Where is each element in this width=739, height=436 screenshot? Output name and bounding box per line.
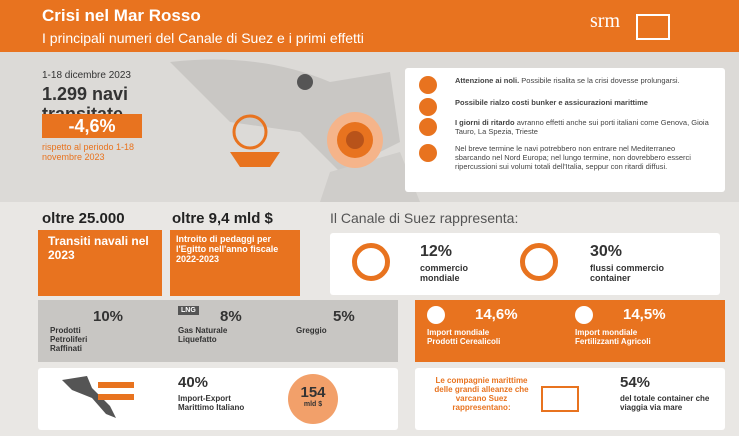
note: Possibile rialzo costi bunker e assicura…	[455, 98, 710, 107]
share-label: flussi commercio container	[590, 263, 700, 283]
alliances-value: 54%	[620, 374, 650, 391]
note-icon	[419, 118, 437, 136]
energy-value: 5%	[333, 308, 355, 325]
note-bold: I giorni di ritardo	[455, 118, 515, 127]
amount-unit: mld $	[288, 401, 338, 408]
italy-label: Import-Export Marittimo Italiano	[178, 394, 268, 412]
share-value: 30%	[590, 243, 622, 261]
agri-label: Import mondiale Prodotti Cerealicoli	[427, 328, 507, 346]
amount: 154	[288, 384, 338, 401]
container-icon	[541, 386, 579, 412]
lng-icon: LNG	[178, 306, 199, 315]
total-label: Transiti navali nel 2023	[38, 230, 162, 296]
agri-box: 14,6% Import mondiale Prodotti Cerealico…	[415, 300, 725, 362]
total-value: oltre 9,4 mld $	[172, 210, 273, 227]
amount-circle: 154 mld $	[288, 374, 338, 424]
note-bold: Attenzione ai noli.	[455, 76, 519, 85]
alliances-box: Le compagnie marittime delle grandi alle…	[415, 368, 725, 430]
italy-box: 40% Import-Export Marittimo Italiano 154…	[38, 368, 398, 430]
period: 1-18 dicembre 2023	[42, 70, 131, 81]
energy-label: Gas Naturale Liquefatto	[178, 326, 228, 344]
agri-value: 14,6%	[475, 306, 518, 323]
energy-box: 10% Prodotti Petroliferi Raffinati LNG 8…	[38, 300, 398, 362]
share-box: 12% commercio mondiale 30% flussi commer…	[330, 233, 720, 295]
share-icon	[352, 243, 390, 281]
note-text: Possibile risalita se la crisi dovesse p…	[521, 76, 679, 85]
italy-value: 40%	[178, 374, 208, 391]
note-icon	[419, 76, 437, 94]
energy-value: 8%	[220, 308, 242, 325]
subtitle: I principali numeri del Canale di Suez e…	[42, 30, 364, 46]
energy-label: Greggio	[296, 326, 327, 335]
agri-icon	[575, 306, 593, 324]
energy-label: Prodotti Petroliferi Raffinati	[50, 326, 110, 353]
agri-icon	[427, 306, 445, 324]
agri-value: 14,5%	[623, 306, 666, 323]
italy-map	[52, 372, 142, 426]
total-label: Introito di pedaggi per l'Egitto nell'an…	[170, 230, 300, 296]
title: Crisi nel Mar Rosso	[42, 6, 201, 26]
logo-box	[636, 14, 670, 40]
note: I giorni di ritardo avranno effetti anch…	[455, 118, 710, 136]
alliances-text: Le compagnie marittime delle grandi alle…	[429, 376, 534, 412]
note: Attenzione ai noli. Possibile risalita s…	[455, 76, 710, 85]
comparison: rispetto al periodo 1-18 novembre 2023	[42, 142, 142, 162]
share-icon	[520, 243, 558, 281]
notes-box: Attenzione ai noli. Possibile risalita s…	[405, 68, 725, 192]
note: Nel breve termine le navi potrebbero non…	[455, 144, 710, 171]
share-title: Il Canale di Suez rappresenta:	[330, 210, 518, 226]
share-label: commercio mondiale	[420, 263, 500, 283]
infographic: Crisi nel Mar Rosso I principali numeri …	[0, 0, 739, 436]
agri-label: Import mondiale Fertilizzanti Agricoli	[575, 328, 655, 346]
alliances-label: del totale container che viaggia via mar…	[620, 394, 715, 412]
note-icon	[419, 98, 437, 116]
note-text: Nel breve termine le navi potrebbero non…	[455, 144, 691, 171]
share-value: 12%	[420, 243, 452, 261]
logo: srm	[590, 10, 620, 33]
note-bold: Possibile rialzo costi bunker e assicura…	[455, 98, 648, 107]
total-value: oltre 25.000	[42, 210, 125, 227]
energy-value: 10%	[93, 308, 123, 325]
change: -4,6%	[42, 114, 142, 138]
header: Crisi nel Mar Rosso I principali numeri …	[0, 0, 739, 52]
note-icon	[419, 144, 437, 162]
